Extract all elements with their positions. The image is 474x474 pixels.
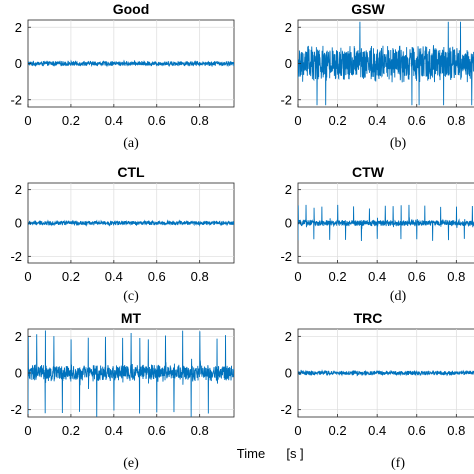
x-tick-label: 0.4 — [368, 113, 386, 128]
y-tick-label: 2 — [285, 20, 292, 35]
y-tick-label: -2 — [280, 402, 292, 417]
y-tick-label: 2 — [285, 329, 292, 344]
x-tick-label: 0.2 — [329, 423, 347, 438]
x-tick-label: 0 — [24, 113, 31, 128]
y-tick-label: 2 — [15, 20, 22, 35]
x-tick-label: 0.2 — [62, 269, 80, 284]
x-tick-label: 0.6 — [148, 269, 166, 284]
x-axis-label: Time — [237, 446, 265, 461]
panel-caption: (d) — [390, 289, 407, 304]
chart-title: CTW — [352, 164, 385, 180]
y-tick-label: -2 — [280, 249, 292, 264]
chart-title: Good — [113, 1, 150, 17]
signal-series — [28, 219, 234, 227]
x-axis-unit: [s ] — [286, 446, 303, 461]
panel-caption: (c) — [123, 289, 139, 304]
x-tick-label: 0.2 — [329, 269, 347, 284]
x-tick-label: 0.4 — [105, 423, 123, 438]
panel-caption: (f) — [391, 456, 405, 471]
x-tick-label: 0.8 — [447, 113, 465, 128]
x-tick-label: 0.2 — [62, 113, 80, 128]
y-tick-label: -2 — [10, 92, 22, 107]
chart-title: CTL — [117, 164, 145, 180]
y-tick-label: 0 — [15, 56, 22, 71]
panel-e: 0 0.2 0.4 0.6 0.820-2MT(e) — [10, 310, 235, 471]
x-tick-label: 0 — [24, 269, 31, 284]
signal-series — [28, 330, 234, 417]
y-tick-label: -2 — [280, 92, 292, 107]
x-tick-label: 0.8 — [191, 113, 209, 128]
x-tick-label: 0.6 — [148, 113, 166, 128]
y-tick-label: 2 — [15, 329, 22, 344]
x-tick-label: 0.8 — [447, 423, 465, 438]
x-tick-label: 0.8 — [191, 423, 209, 438]
x-tick-label: 0 — [294, 423, 301, 438]
y-tick-label: 0 — [285, 216, 292, 231]
x-tick-label: 0.6 — [408, 423, 426, 438]
y-tick-label: 0 — [285, 366, 292, 381]
x-tick-label: 0.8 — [447, 269, 465, 284]
x-tick-label: 0.4 — [105, 269, 123, 284]
x-tick-label: 0.4 — [368, 269, 386, 284]
panel-caption: (e) — [123, 456, 139, 471]
y-tick-label: 0 — [285, 56, 292, 71]
x-tick-label: 0.2 — [329, 113, 347, 128]
signal-series — [298, 204, 474, 241]
signal-series — [298, 21, 474, 106]
x-tick-label: 0 — [294, 269, 301, 284]
x-tick-label: 0.8 — [191, 269, 209, 284]
panel-caption: (b) — [390, 136, 407, 151]
x-tick-label: 0.2 — [62, 423, 80, 438]
chart-title: GSW — [351, 1, 385, 17]
y-tick-label: 0 — [15, 216, 22, 231]
y-tick-label: -2 — [10, 249, 22, 264]
y-tick-label: -2 — [10, 402, 22, 417]
panel-caption: (a) — [123, 136, 139, 151]
signal-series — [28, 59, 234, 68]
x-tick-label: 0.6 — [408, 113, 426, 128]
x-tick-label: 0.4 — [368, 423, 386, 438]
chart-title: TRC — [354, 310, 383, 326]
y-tick-label: 2 — [285, 182, 292, 197]
signal-series — [298, 369, 474, 377]
x-tick-label: 0.6 — [148, 423, 166, 438]
x-tick-label: 0 — [24, 423, 31, 438]
x-tick-label: 0.4 — [105, 113, 123, 128]
y-tick-label: 2 — [15, 182, 22, 197]
y-tick-label: 0 — [15, 366, 22, 381]
x-tick-label: 0 — [294, 113, 301, 128]
x-tick-label: 0.6 — [408, 269, 426, 284]
chart-title: MT — [121, 310, 142, 326]
